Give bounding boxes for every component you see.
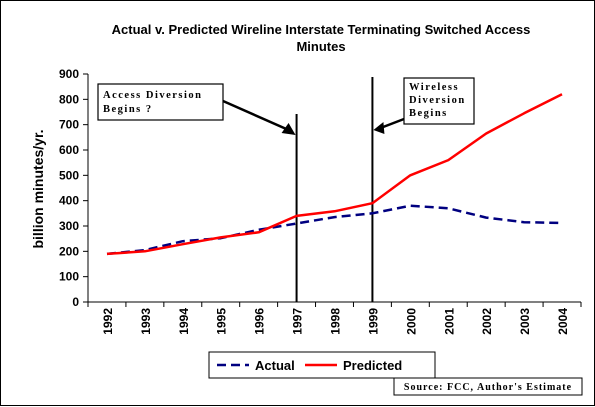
annotation-text-access-diversion: Access Diversion <box>103 90 203 101</box>
y-tick-label: 0 <box>72 295 79 309</box>
y-tick-label: 100 <box>59 270 79 284</box>
y-tick-label: 200 <box>59 244 79 258</box>
annotation-box-wireless-diversion <box>403 77 475 125</box>
annotation-arrow-shaft-2 <box>379 117 405 130</box>
x-tick-label: 1997 <box>291 308 305 335</box>
x-tick-label: 2003 <box>518 308 532 335</box>
y-tick-label: 600 <box>59 143 79 157</box>
y-tick-label: 300 <box>59 219 79 233</box>
source-box <box>393 377 583 396</box>
annotation-text-wireless-diversion: Wireless <box>409 82 459 93</box>
x-tick-label: 1993 <box>139 308 153 335</box>
x-tick-label: 2004 <box>556 308 570 335</box>
y-axis-label: billion minutes/yr. <box>30 129 46 248</box>
y-tick-label: 900 <box>59 67 79 81</box>
y-tick-label: 500 <box>59 168 79 182</box>
y-tick-label: 400 <box>59 194 79 208</box>
x-tick-label: 2001 <box>442 308 456 335</box>
annotation-text-access-diversion: Begins ? <box>103 104 153 115</box>
series-line-predicted <box>106 93 563 256</box>
y-tick-label: 700 <box>59 118 79 132</box>
annotation-arrowhead-2 <box>373 122 385 134</box>
x-tick-label: 1998 <box>329 308 343 335</box>
chart-title-line-2: Minutes <box>296 39 345 54</box>
x-tick-label: 1992 <box>101 308 115 335</box>
annotation-arrow-shaft-1 <box>222 99 290 132</box>
legend-label-actual: Actual <box>255 358 295 373</box>
legend-label-predicted: Predicted <box>343 358 402 373</box>
x-tick-label: 1999 <box>366 308 380 335</box>
annotation-box-access-diversion <box>97 83 224 121</box>
x-tick-label: 2000 <box>404 308 418 335</box>
x-tick-label: 1995 <box>215 308 229 335</box>
series-line-actual <box>106 204 563 256</box>
y-tick-label: 800 <box>59 92 79 106</box>
x-tick-label: 1994 <box>177 308 191 335</box>
plot-area: 0 100 200 300 400 500 600 700 800 900 1992 1993 1994… <box>59 67 583 396</box>
chart-title-line-1: Actual v. Predicted Wireline Interstate … <box>112 22 531 37</box>
annotation-text-wireless-diversion: Diversion <box>409 95 466 106</box>
x-tick-label: 2002 <box>480 308 494 335</box>
annotation-arrowhead-1 <box>281 123 296 135</box>
source-note: Source: FCC, Author's Estimate <box>404 382 572 393</box>
annotation-text-wireless-diversion: Begins <box>409 108 448 119</box>
x-tick-label: 1996 <box>253 308 267 335</box>
